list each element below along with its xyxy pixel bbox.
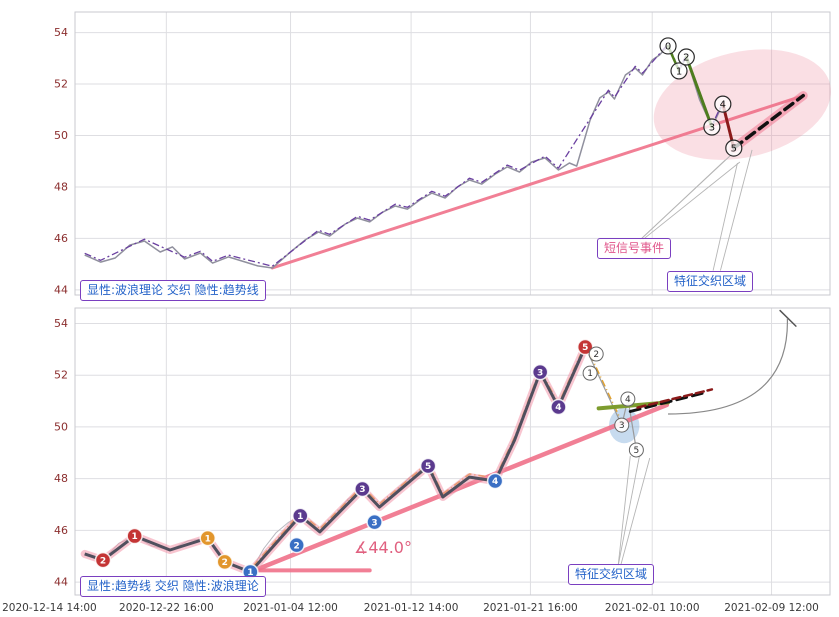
angle-annotation: ∡44.0°	[354, 538, 412, 557]
svg-text:50: 50	[54, 420, 68, 433]
svg-text:4: 4	[555, 403, 561, 413]
svg-text:2: 2	[100, 556, 106, 566]
svg-text:1: 1	[587, 369, 593, 379]
svg-text:4: 4	[720, 100, 726, 111]
svg-text:1: 1	[132, 532, 138, 542]
svg-text:2021-01-04 12:00: 2021-01-04 12:00	[243, 602, 338, 614]
svg-text:44: 44	[54, 283, 68, 296]
svg-text:2: 2	[222, 558, 228, 568]
signal-event-label: 短信号事件	[597, 238, 672, 259]
svg-text:2: 2	[593, 350, 599, 360]
svg-text:54: 54	[54, 317, 68, 330]
svg-text:5: 5	[582, 343, 588, 353]
svg-text:3: 3	[371, 518, 377, 528]
svg-text:2021-02-09 12:00: 2021-02-09 12:00	[724, 602, 819, 614]
svg-text:2021-02-01 10:00: 2021-02-01 10:00	[605, 602, 700, 614]
svg-text:1: 1	[297, 512, 303, 522]
svg-text:2021-01-21 16:00: 2021-01-21 16:00	[483, 602, 578, 614]
bottom-overlay-label: 显性:趋势线 交织 隐性:波浪理论	[80, 576, 266, 597]
svg-text:1: 1	[205, 534, 211, 544]
top-feature-region-label: 特征交织区域	[667, 271, 754, 292]
svg-text:4: 4	[492, 477, 498, 487]
svg-text:1: 1	[247, 568, 253, 578]
svg-text:48: 48	[54, 472, 68, 485]
top-overlay-label: 显性:波浪理论 交织 隐性:趋势线	[80, 280, 266, 301]
svg-text:3: 3	[537, 368, 543, 378]
svg-text:5: 5	[634, 446, 640, 456]
svg-text:54: 54	[54, 26, 68, 39]
svg-text:46: 46	[54, 524, 68, 537]
svg-text:5: 5	[731, 143, 737, 154]
svg-text:2021-01-12 14:00: 2021-01-12 14:00	[364, 602, 459, 614]
svg-text:2: 2	[683, 52, 689, 63]
svg-text:3: 3	[709, 122, 715, 133]
bottom-feature-region-label: 特征交织区域	[568, 564, 655, 585]
svg-text:52: 52	[54, 369, 68, 382]
svg-text:1: 1	[676, 66, 682, 77]
svg-text:48: 48	[54, 180, 68, 193]
svg-text:44: 44	[54, 576, 68, 589]
svg-text:2020-12-14 14:00: 2020-12-14 14:00	[2, 602, 97, 614]
svg-text:3: 3	[359, 485, 365, 495]
svg-text:4: 4	[625, 395, 631, 405]
svg-text:5: 5	[425, 462, 431, 472]
svg-text:3: 3	[619, 421, 625, 431]
svg-text:0: 0	[665, 41, 671, 52]
svg-text:52: 52	[54, 78, 68, 91]
svg-text:2020-12-22 16:00: 2020-12-22 16:00	[119, 602, 214, 614]
svg-text:2: 2	[293, 541, 299, 551]
svg-text:46: 46	[54, 232, 68, 245]
svg-text:50: 50	[54, 129, 68, 142]
